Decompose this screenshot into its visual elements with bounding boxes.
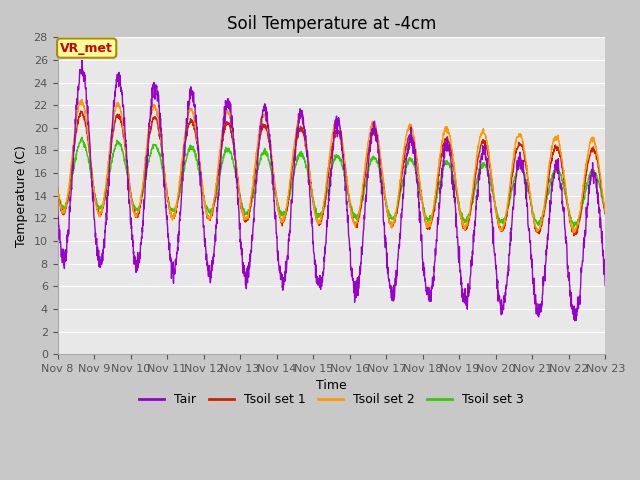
- Text: VR_met: VR_met: [60, 42, 113, 55]
- Y-axis label: Temperature (C): Temperature (C): [15, 145, 28, 247]
- Title: Soil Temperature at -4cm: Soil Temperature at -4cm: [227, 15, 436, 33]
- Legend: Tair, Tsoil set 1, Tsoil set 2, Tsoil set 3: Tair, Tsoil set 1, Tsoil set 2, Tsoil se…: [134, 388, 529, 411]
- X-axis label: Time: Time: [316, 379, 347, 393]
